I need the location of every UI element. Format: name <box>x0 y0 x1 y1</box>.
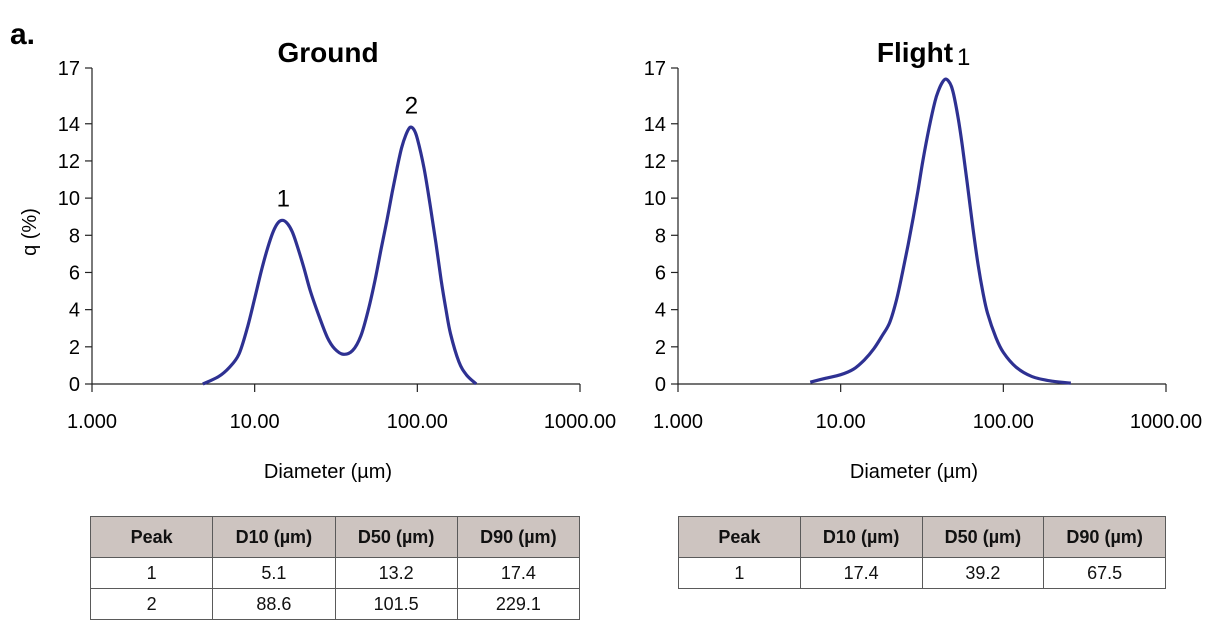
table-cell: 67.5 <box>1043 557 1166 589</box>
table-header: D10 (µm) <box>212 516 336 558</box>
y-tick-label: 4 <box>655 300 666 322</box>
y-tick-label: 17 <box>644 58 666 80</box>
y-tick-label: 14 <box>644 114 666 136</box>
table-cell: 39.2 <box>921 557 1045 589</box>
series-line <box>202 125 478 386</box>
flight-peak-table: Peak D10 (µm) D50 (µm) D90 (µm) 1 17.4 3… <box>678 516 1166 589</box>
x-tick-label: 100.00 <box>973 411 1034 433</box>
ground-peak-table: Peak D10 (µm) D50 (µm) D90 (µm) 1 5.1 13… <box>89 516 581 620</box>
table-header: D10 (µm) <box>799 516 923 558</box>
y-tick-label: 2 <box>655 337 666 359</box>
y-tick-label: 8 <box>655 225 666 247</box>
table-header: D50 (µm) <box>334 516 458 558</box>
peak-label: 1 <box>957 44 970 71</box>
table-header: D90 (µm) <box>1043 516 1166 558</box>
table-cell: 2 <box>89 588 214 620</box>
table-header: Peak <box>89 516 214 558</box>
y-tick-label: 0 <box>69 374 80 396</box>
table-header-row: Peak D10 (µm) D50 (µm) D90 (µm) <box>678 516 1166 558</box>
y-tick-label: 17 <box>58 58 80 80</box>
series-line <box>809 77 1071 385</box>
table-cell: 88.6 <box>212 588 336 620</box>
x-tick-label: 1000.00 <box>544 411 616 433</box>
x-tick-label: 1.000 <box>67 411 117 433</box>
x-tick-label: 1.000 <box>653 411 703 433</box>
y-tick-label: 10 <box>644 188 666 210</box>
y-tick-label: 2 <box>69 337 80 359</box>
y-tick-label: 12 <box>58 151 80 173</box>
figure-label: a. <box>10 18 35 51</box>
table-header: D50 (µm) <box>921 516 1045 558</box>
chart-title: Ground <box>277 37 378 68</box>
y-tick-label: 8 <box>69 225 80 247</box>
table-cell: 5.1 <box>212 557 336 589</box>
table-cell: 229.1 <box>456 588 581 620</box>
x-tick-label: 10.00 <box>230 411 280 433</box>
table-row: 1 5.1 13.2 17.4 <box>89 557 581 589</box>
chart-flight: Flight 0 2 4 6 8 10 12 14 17 1.000 10.00 100.00 1000.… <box>644 37 1202 483</box>
x-tick-label: 1000.00 <box>1130 411 1202 433</box>
peak-label: 2 <box>405 92 418 119</box>
table-cell: 17.4 <box>456 557 581 589</box>
y-tick-label: 14 <box>58 114 80 136</box>
table-row: 2 88.6 101.5 229.1 <box>89 588 581 620</box>
table-cell: 13.2 <box>334 557 458 589</box>
table-header: D90 (µm) <box>456 516 581 558</box>
table-cell: 101.5 <box>334 588 458 620</box>
y-tick-label: 6 <box>655 262 666 284</box>
x-tick-label: 100.00 <box>387 411 448 433</box>
peak-label: 1 <box>277 185 290 212</box>
x-tick-label: 10.00 <box>816 411 866 433</box>
y-axis-label: q (%) <box>19 208 41 256</box>
x-axis-label: Diameter (µm) <box>850 461 978 483</box>
y-tick-label: 0 <box>655 374 666 396</box>
table-row: 1 17.4 39.2 67.5 <box>678 557 1166 589</box>
table-cell: 1 <box>678 557 801 589</box>
y-tick-label: 6 <box>69 262 80 284</box>
table-cell: 17.4 <box>799 557 923 589</box>
y-tick-label: 12 <box>644 151 666 173</box>
x-axis-label: Diameter (µm) <box>264 461 392 483</box>
table-cell: 1 <box>89 557 214 589</box>
table-header-row: Peak D10 (µm) D50 (µm) D90 (µm) <box>89 516 581 558</box>
table-header: Peak <box>678 516 801 558</box>
chart-title: Flight <box>877 37 953 68</box>
y-tick-label: 4 <box>69 300 80 322</box>
y-tick-label: 10 <box>58 188 80 210</box>
